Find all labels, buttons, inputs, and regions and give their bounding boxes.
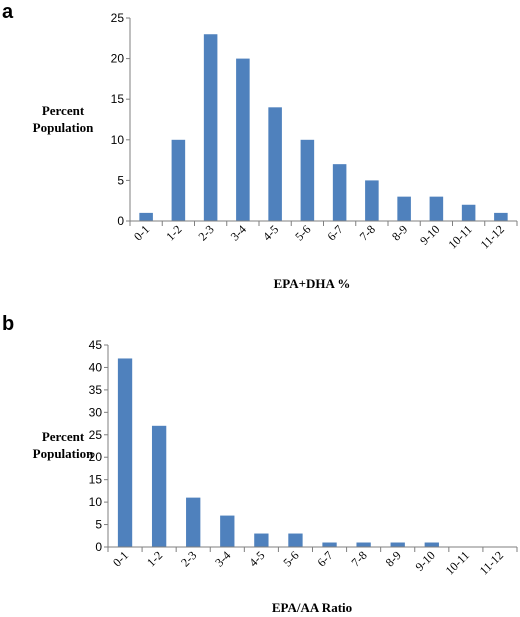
bar-5-6	[288, 533, 303, 547]
x-tick-label: 2-3	[178, 548, 199, 569]
y-tick-label: 40	[89, 360, 103, 374]
y-tick-label: 30	[89, 405, 103, 419]
bar-11-12	[494, 212, 508, 221]
x-tick-label: 6-7	[314, 548, 335, 569]
x-tick-label: 3-4	[212, 548, 233, 569]
x-tick-label: 5-6	[280, 548, 301, 569]
y-tick-label: 5	[117, 173, 124, 187]
bar-9-10	[429, 196, 444, 221]
y-tick-label: 10	[111, 133, 125, 147]
y-tick-label: 35	[89, 383, 103, 397]
bar-10-11	[461, 204, 476, 221]
bar-1-2	[151, 425, 167, 547]
bar-0-1	[117, 358, 133, 547]
bar-5-6	[300, 139, 315, 221]
bar-6-7	[322, 542, 337, 547]
bar-3-4	[236, 58, 250, 221]
bar-2-3	[186, 497, 201, 547]
y-tick-label: 15	[111, 92, 125, 106]
bar-series	[139, 34, 508, 221]
x-tick-label: 3-4	[228, 222, 249, 243]
bar-4-5	[268, 107, 282, 221]
x-tick-label: 7-8	[357, 222, 378, 243]
y-tick-label: 20	[111, 52, 125, 66]
x-tick-label: 9-10	[417, 222, 442, 247]
bar-6-7	[332, 164, 347, 221]
x-tick-label: 2-3	[196, 222, 217, 243]
y-tick-label: 10	[89, 495, 103, 509]
y-axis-ticks: 0 5 10 15 20 25 30 35 40 45	[89, 338, 108, 554]
bar-series	[117, 358, 439, 547]
y-tick-label: 25	[111, 11, 125, 25]
bar-7-8	[356, 542, 371, 547]
x-axis-label: EPA/AA Ratio	[272, 600, 352, 615]
chart-panel-a: a Percent Population EPA+DHA % 0 5 10 15 20 2…	[2, 1, 518, 291]
bar-3-4	[220, 515, 235, 547]
x-tick-label: 11-12	[478, 222, 507, 251]
y-tick-label: 5	[95, 518, 102, 532]
x-tick-label: 6-7	[325, 222, 346, 243]
y-tick-label: 20	[89, 450, 103, 464]
x-tick-label: 4-5	[246, 548, 267, 569]
y-tick-label: 15	[89, 473, 103, 487]
bar-1-2	[171, 139, 186, 221]
y-tick-label: 25	[89, 428, 103, 442]
panel-letter-b: b	[2, 313, 14, 335]
x-tick-label: 5-6	[292, 222, 313, 243]
bar-9-10	[424, 542, 439, 547]
bar-0-1	[139, 212, 153, 221]
x-tick-label: 1-2	[144, 548, 165, 569]
bar-8-9	[390, 542, 405, 547]
bar-4-5	[254, 533, 269, 547]
x-tick-label: 9-10	[412, 548, 437, 573]
x-tick-label: 4-5	[260, 222, 281, 243]
x-axis-ticks: 0-1 1-2 2-3 3-4 4-5 5-6 6-7 7-8 8-9 9-10 10-11 11-1…	[129, 221, 518, 252]
bar-7-8	[365, 180, 379, 221]
x-tick-label: 0-1	[131, 222, 152, 243]
x-tick-label: 8-9	[389, 222, 410, 243]
chart-panel-b: b Percent Population EPA/AA Ratio 0 5 10 15…	[2, 313, 518, 615]
x-axis-ticks: 0-1 1-2 2-3 3-4 4-5 5-6 6-7 7-8 8-9 9-10 10-11 11-1…	[107, 547, 518, 578]
y-axis-label-line-2: Population	[33, 120, 94, 135]
x-tick-label: 0-1	[110, 548, 131, 569]
y-axis-label-line-1: Percent	[42, 429, 85, 444]
y-axis-ticks: 0 5 10 15 20 25	[111, 11, 130, 228]
y-tick-label: 0	[95, 540, 102, 554]
y-tick-label: 0	[117, 214, 124, 228]
x-tick-label: 11-12	[477, 548, 506, 577]
x-tick-label: 8-9	[383, 548, 404, 569]
bar-2-3	[203, 34, 218, 221]
x-tick-label: 1-2	[163, 222, 184, 243]
y-axis-label-line-2: Population	[33, 446, 94, 461]
y-axis-label-line-1: Percent	[42, 103, 85, 118]
bar-8-9	[397, 196, 411, 221]
x-tick-label: 7-8	[349, 548, 370, 569]
x-tick-label: 10-11	[445, 222, 474, 251]
y-tick-label: 45	[89, 338, 103, 352]
x-tick-label: 10-11	[443, 548, 472, 577]
panel-letter-a: a	[2, 1, 14, 23]
x-axis-label: EPA+DHA %	[274, 276, 351, 291]
